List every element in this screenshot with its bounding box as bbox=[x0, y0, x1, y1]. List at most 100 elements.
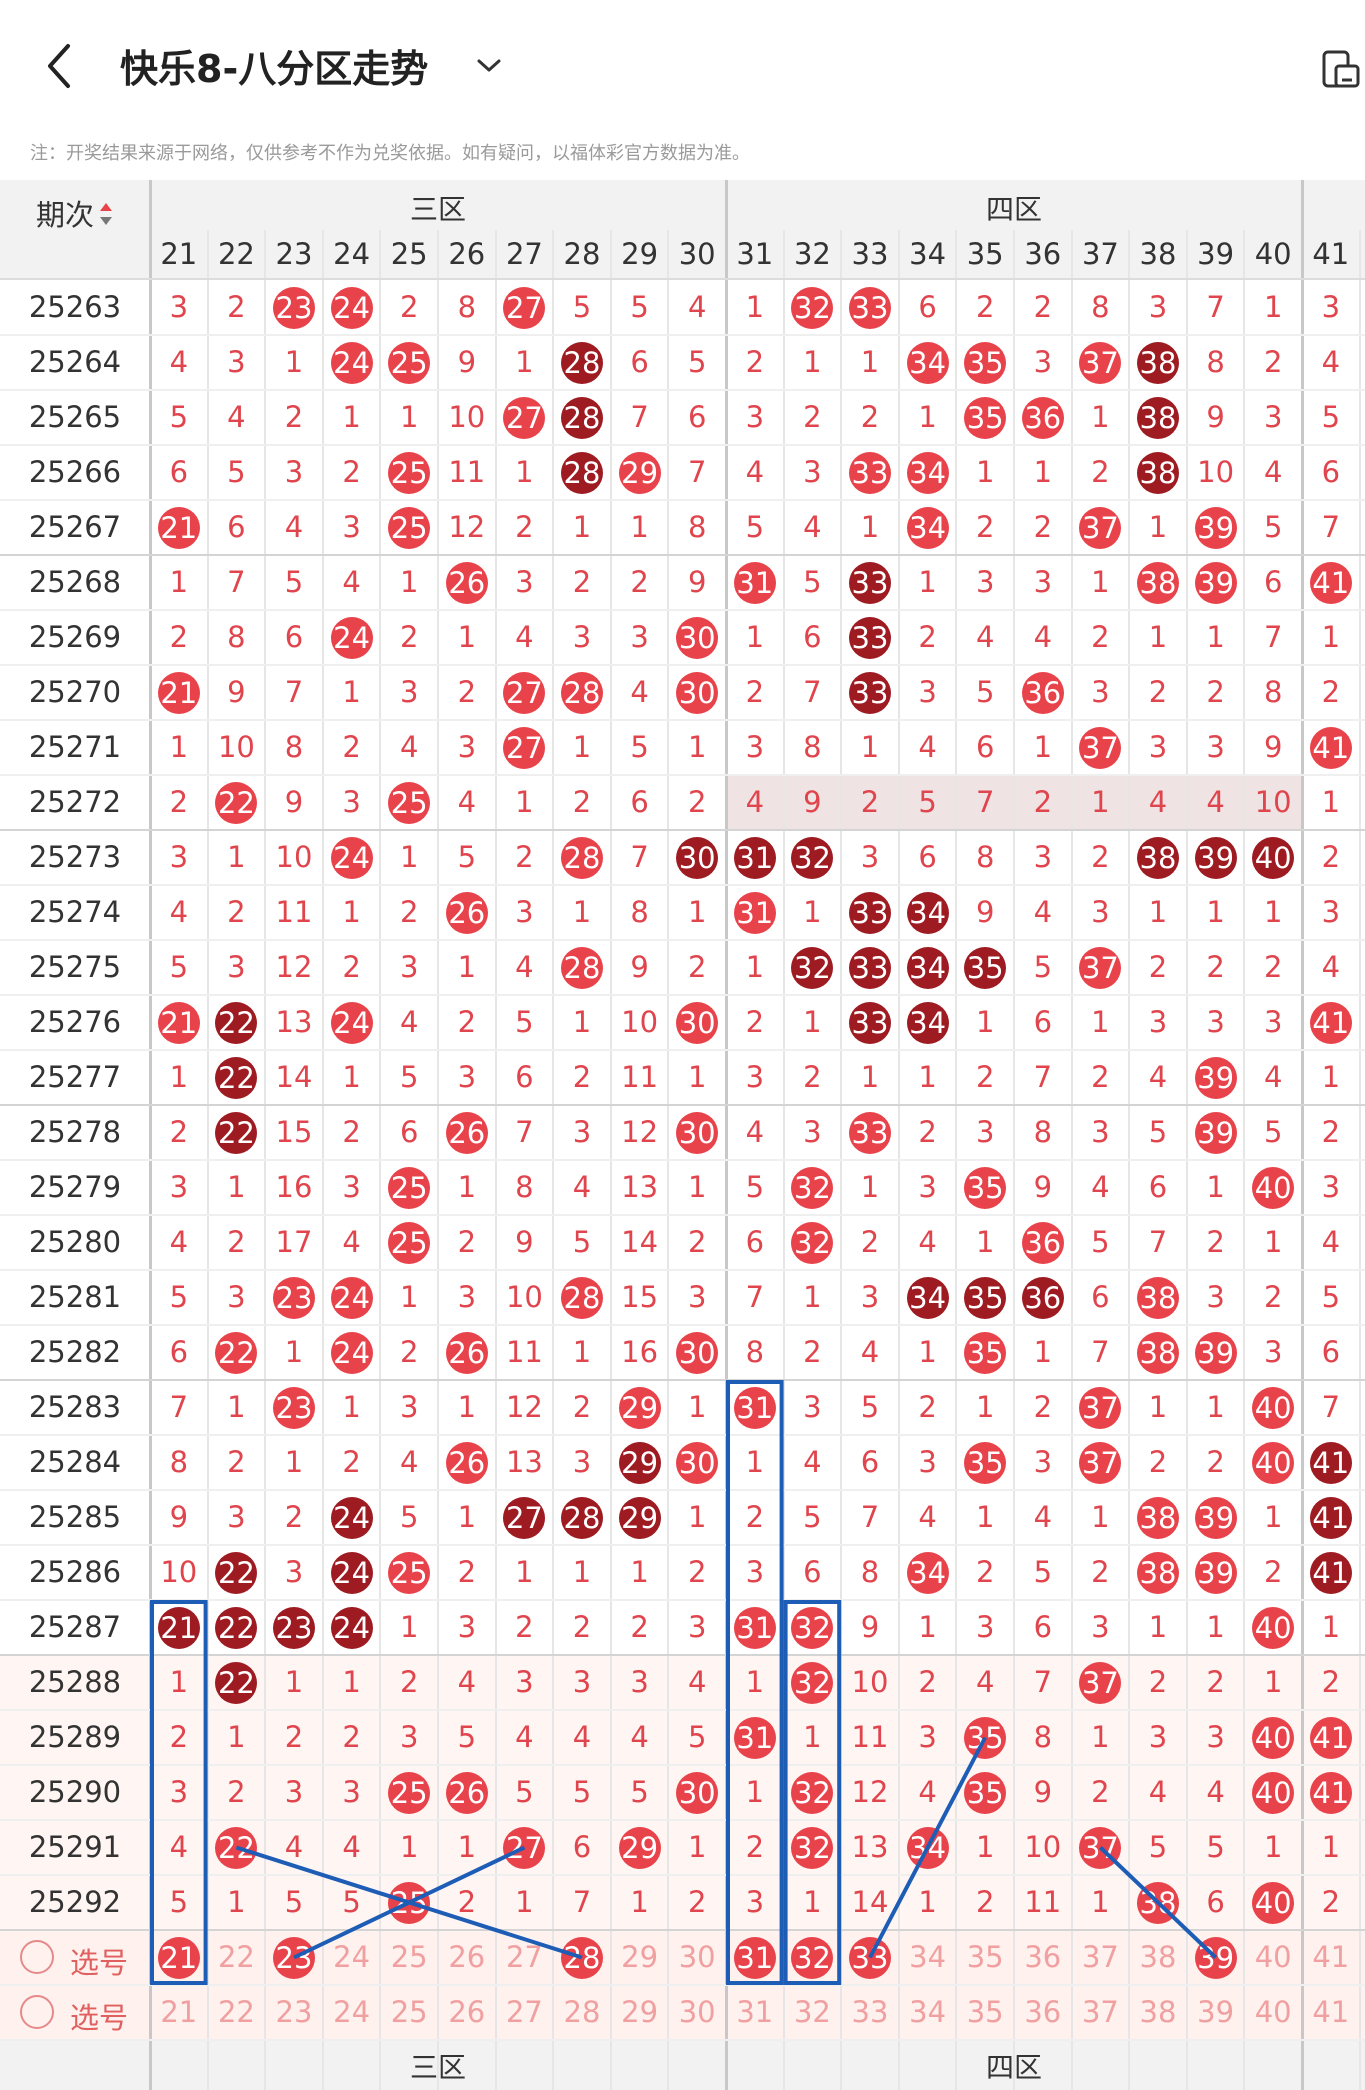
hit-ball[interactable]: 36 bbox=[1021, 396, 1064, 439]
hit-ball[interactable]: 37 bbox=[1079, 341, 1122, 384]
select-number[interactable]: 26 bbox=[448, 1940, 486, 1974]
selected-ball[interactable]: 31 bbox=[733, 1936, 776, 1979]
hit-ball[interactable]: 32 bbox=[791, 1826, 834, 1869]
hit-ball[interactable]: 34 bbox=[906, 891, 949, 934]
hit-ball[interactable]: 31 bbox=[733, 561, 776, 604]
select-number[interactable]: 29 bbox=[621, 1995, 659, 2029]
hit-ball[interactable]: 34 bbox=[906, 341, 949, 384]
hit-ball[interactable]: 21 bbox=[157, 671, 200, 714]
hit-ball[interactable]: 33 bbox=[849, 946, 891, 989]
hit-ball[interactable]: 26 bbox=[445, 1771, 488, 1814]
select-number[interactable]: 26 bbox=[448, 1995, 486, 2029]
hit-ball[interactable]: 28 bbox=[561, 671, 603, 714]
hit-ball[interactable]: 23 bbox=[273, 1606, 315, 1649]
select-number[interactable]: 36 bbox=[1024, 1995, 1062, 2029]
hit-ball[interactable]: 36 bbox=[1021, 1276, 1064, 1319]
device-icon[interactable] bbox=[1318, 48, 1365, 90]
hit-ball[interactable]: 22 bbox=[215, 1826, 258, 1869]
hit-ball[interactable]: 27 bbox=[503, 396, 546, 439]
select-number[interactable]: 33 bbox=[851, 1995, 889, 2029]
hit-ball[interactable]: 37 bbox=[1079, 1386, 1122, 1429]
hit-ball[interactable]: 22 bbox=[215, 1551, 258, 1594]
select-number[interactable]: 25 bbox=[390, 1995, 428, 2029]
select-number[interactable]: 39 bbox=[1197, 1995, 1235, 2029]
hit-ball[interactable]: 30 bbox=[676, 1111, 719, 1154]
hit-ball[interactable]: 32 bbox=[791, 1606, 834, 1649]
hit-ball[interactable]: 39 bbox=[1194, 1056, 1237, 1099]
hit-ball[interactable]: 25 bbox=[388, 1221, 431, 1264]
hit-ball[interactable]: 40 bbox=[1252, 1606, 1295, 1649]
hit-ball[interactable]: 24 bbox=[330, 1001, 373, 1044]
hit-ball[interactable]: 24 bbox=[330, 341, 373, 384]
hit-ball[interactable]: 35 bbox=[964, 341, 1007, 384]
hit-ball[interactable]: 31 bbox=[733, 1606, 776, 1649]
hit-ball[interactable]: 33 bbox=[849, 451, 891, 494]
hit-ball[interactable]: 24 bbox=[330, 1276, 373, 1319]
hit-ball[interactable]: 26 bbox=[445, 1441, 488, 1484]
select-number[interactable]: 38 bbox=[1139, 1940, 1177, 1974]
hit-ball[interactable]: 39 bbox=[1194, 506, 1237, 549]
select-number[interactable]: 34 bbox=[909, 1995, 947, 2029]
select-number[interactable]: 22 bbox=[217, 1995, 255, 2029]
hit-ball[interactable]: 34 bbox=[906, 1276, 949, 1319]
hit-ball[interactable]: 31 bbox=[733, 836, 776, 879]
hit-ball[interactable]: 25 bbox=[388, 341, 431, 384]
hit-ball[interactable]: 29 bbox=[618, 1826, 661, 1869]
hit-ball[interactable]: 26 bbox=[445, 1111, 488, 1154]
selected-ball[interactable]: 28 bbox=[561, 1936, 603, 1979]
hit-ball[interactable]: 21 bbox=[157, 1606, 200, 1649]
select-number[interactable]: 38 bbox=[1139, 1995, 1177, 2029]
hit-ball[interactable]: 31 bbox=[733, 1716, 776, 1759]
hit-ball[interactable]: 38 bbox=[1137, 341, 1179, 384]
hit-ball[interactable]: 40 bbox=[1252, 1386, 1295, 1429]
hit-ball[interactable]: 33 bbox=[849, 1001, 891, 1044]
hit-ball[interactable]: 28 bbox=[561, 451, 603, 494]
select-number[interactable]: 22 bbox=[217, 1940, 255, 1974]
hit-ball[interactable]: 39 bbox=[1194, 1111, 1237, 1154]
select-number[interactable]: 35 bbox=[966, 1995, 1004, 2029]
hit-ball[interactable]: 32 bbox=[791, 1661, 834, 1704]
hit-ball[interactable]: 30 bbox=[676, 1441, 719, 1484]
hit-ball[interactable]: 27 bbox=[503, 726, 546, 769]
hit-ball[interactable]: 29 bbox=[618, 1386, 661, 1429]
hit-ball[interactable]: 32 bbox=[791, 836, 834, 879]
hit-ball[interactable]: 40 bbox=[1252, 836, 1295, 879]
select-number[interactable]: 31 bbox=[736, 1995, 774, 2029]
hit-ball[interactable]: 30 bbox=[676, 836, 719, 879]
hit-ball[interactable]: 36 bbox=[1021, 671, 1064, 714]
hit-ball[interactable]: 34 bbox=[906, 1551, 949, 1594]
hit-ball[interactable]: 26 bbox=[445, 561, 488, 604]
select-number[interactable]: 34 bbox=[909, 1940, 947, 1974]
hit-ball[interactable]: 22 bbox=[215, 781, 258, 824]
hit-ball[interactable]: 35 bbox=[964, 1441, 1007, 1484]
hit-ball[interactable]: 24 bbox=[330, 1551, 373, 1594]
hit-ball[interactable]: 33 bbox=[849, 1111, 891, 1154]
hit-ball[interactable]: 32 bbox=[791, 286, 834, 329]
select-number[interactable]: 36 bbox=[1024, 1940, 1062, 1974]
hit-ball[interactable]: 24 bbox=[330, 1606, 373, 1649]
hit-ball[interactable]: 32 bbox=[791, 1771, 834, 1814]
hit-ball[interactable]: 24 bbox=[330, 836, 373, 879]
hit-ball[interactable]: 21 bbox=[157, 506, 200, 549]
hit-ball[interactable]: 41 bbox=[1309, 1551, 1352, 1594]
select-label[interactable]: 选号 bbox=[70, 2001, 129, 2035]
hit-ball[interactable]: 32 bbox=[791, 946, 834, 989]
hit-ball[interactable]: 25 bbox=[388, 781, 431, 824]
hit-ball[interactable]: 33 bbox=[849, 286, 891, 329]
hit-ball[interactable]: 35 bbox=[964, 1771, 1007, 1814]
hit-ball[interactable]: 40 bbox=[1252, 1441, 1295, 1484]
hit-ball[interactable]: 40 bbox=[1252, 1771, 1295, 1814]
hit-ball[interactable]: 25 bbox=[388, 451, 431, 494]
hit-ball[interactable]: 22 bbox=[215, 1111, 258, 1154]
hit-ball[interactable]: 37 bbox=[1079, 1441, 1122, 1484]
hit-ball[interactable]: 41 bbox=[1309, 1771, 1352, 1814]
hit-ball[interactable]: 32 bbox=[791, 1221, 834, 1264]
hit-ball[interactable]: 24 bbox=[330, 1331, 373, 1374]
hit-ball[interactable]: 27 bbox=[503, 1496, 546, 1539]
hit-ball[interactable]: 38 bbox=[1137, 561, 1179, 604]
hit-ball[interactable]: 37 bbox=[1079, 946, 1122, 989]
hit-ball[interactable]: 28 bbox=[561, 341, 603, 384]
hit-ball[interactable]: 29 bbox=[618, 1441, 661, 1484]
select-number[interactable]: 41 bbox=[1312, 1940, 1350, 1974]
hit-ball[interactable]: 39 bbox=[1194, 1331, 1237, 1374]
